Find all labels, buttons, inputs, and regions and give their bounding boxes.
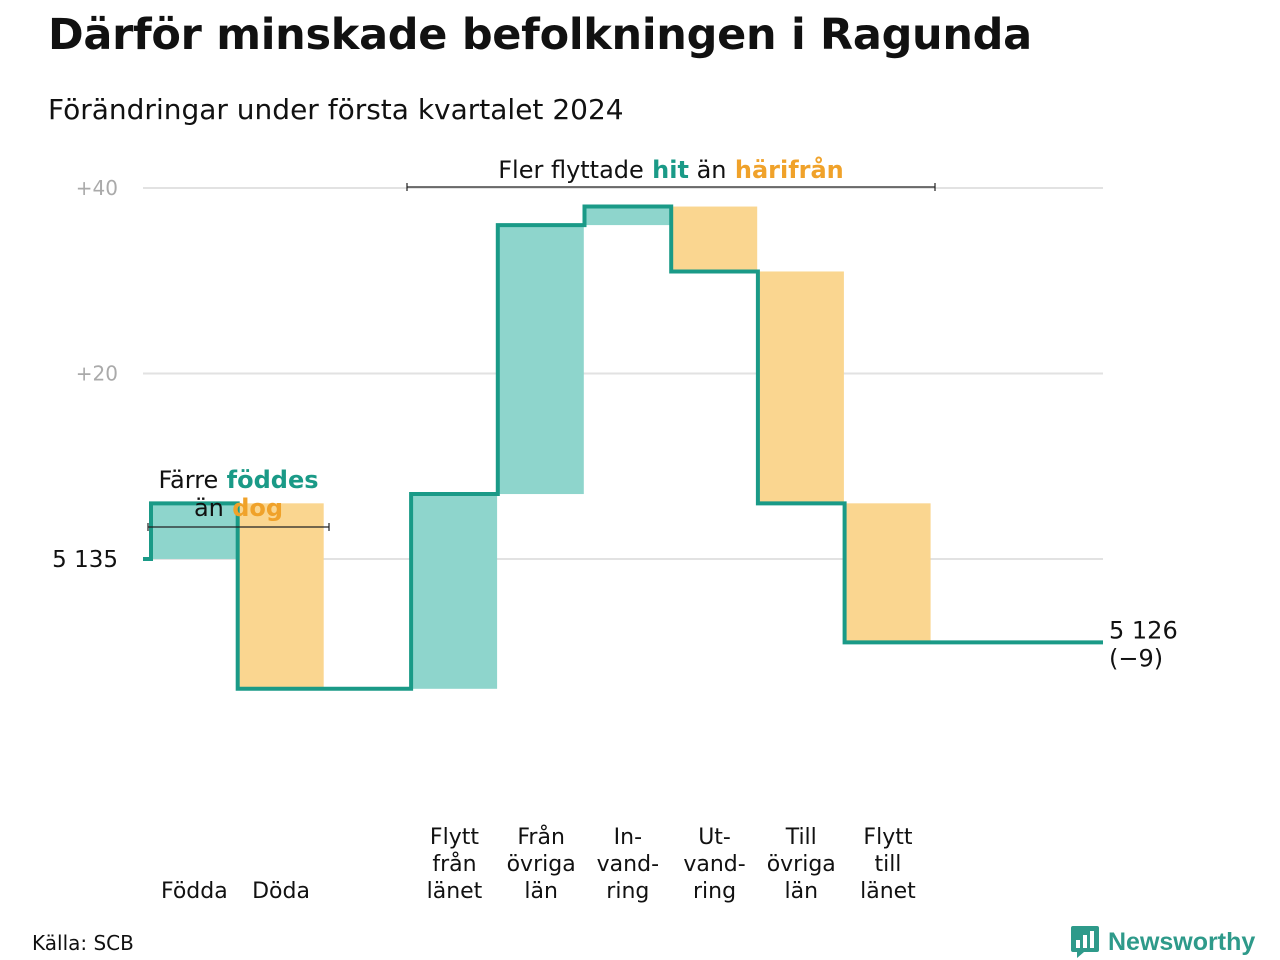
category-label: vand- bbox=[597, 852, 659, 877]
category-label: länet bbox=[860, 879, 916, 904]
annotation-text: Fler flyttade hit än härifrån bbox=[498, 155, 844, 184]
bar-increase bbox=[411, 494, 498, 689]
y-tick-label: +40 bbox=[76, 176, 118, 200]
category-label: övriga bbox=[507, 852, 576, 877]
cumulative-step-line bbox=[143, 204, 1103, 691]
category-label: vand- bbox=[683, 852, 745, 877]
brand-name: Newsworthy bbox=[1108, 927, 1256, 956]
category-label: ring bbox=[606, 879, 649, 904]
endpoint-labels: 5 135 5 126(−9) bbox=[52, 547, 1178, 672]
annotation-part: än bbox=[194, 494, 224, 522]
bars bbox=[151, 206, 931, 689]
bar-decrease bbox=[237, 503, 324, 689]
category-label: ring bbox=[693, 879, 736, 904]
bar-decrease bbox=[844, 503, 931, 643]
category-label: från bbox=[432, 851, 476, 877]
annotation-text: Färre föddes bbox=[158, 466, 318, 494]
category-label: till bbox=[874, 852, 901, 877]
category-label: Till bbox=[785, 825, 817, 850]
category-label: In- bbox=[614, 825, 642, 850]
y-axis-ticks: +40 +20 bbox=[76, 176, 118, 385]
step-line bbox=[143, 204, 1103, 691]
annotation-part: Färre bbox=[158, 466, 218, 494]
bar-increase bbox=[497, 225, 584, 495]
chart-title: Därför minskade befolkningen i Ragunda bbox=[48, 10, 1032, 60]
annotation-part: dog bbox=[224, 494, 283, 522]
y-tick-label: +20 bbox=[76, 361, 118, 385]
bar-decrease bbox=[671, 206, 758, 272]
annotation-part: än bbox=[689, 156, 727, 184]
annotation-part: hit bbox=[644, 156, 689, 184]
bar-decrease bbox=[757, 271, 844, 504]
bar-increase bbox=[584, 206, 671, 226]
category-label: län bbox=[784, 879, 818, 904]
category-label: Flytt bbox=[430, 825, 479, 850]
annotation-part: härifrån bbox=[727, 155, 844, 184]
bar-increase bbox=[151, 503, 237, 559]
category-label: Flytt bbox=[863, 825, 912, 850]
category-label: län bbox=[524, 879, 558, 904]
category-labels: Födda DödaFlyttfrånlänetFrånövrigalänIn-v… bbox=[161, 824, 916, 904]
category-label: länet bbox=[427, 879, 483, 904]
source-note: Källa: SCB bbox=[32, 931, 134, 955]
category-label: Födda bbox=[161, 879, 228, 904]
category-label: övriga bbox=[767, 852, 836, 877]
annotation-part: Fler flyttade bbox=[498, 156, 644, 184]
category-label: Döda bbox=[252, 879, 310, 904]
chart-subtitle: Förändringar under första kvartalet 2024 bbox=[48, 93, 624, 126]
annotation-text: än dog bbox=[194, 494, 283, 522]
end-value-label: 5 126 bbox=[1109, 616, 1178, 644]
annotation-part: föddes bbox=[218, 466, 318, 494]
category-label: Från bbox=[517, 824, 565, 850]
start-value-label: 5 135 bbox=[52, 547, 118, 573]
chart-logo-icon bbox=[1071, 926, 1099, 958]
category-label: Ut- bbox=[698, 825, 731, 850]
waterfall-chart: +40+20 Födda DödaFlyttfrånlänetFrånövriga… bbox=[52, 155, 1178, 904]
brand-logo: Newsworthy bbox=[1070, 924, 1255, 960]
end-change-label: (−9) bbox=[1109, 644, 1163, 672]
